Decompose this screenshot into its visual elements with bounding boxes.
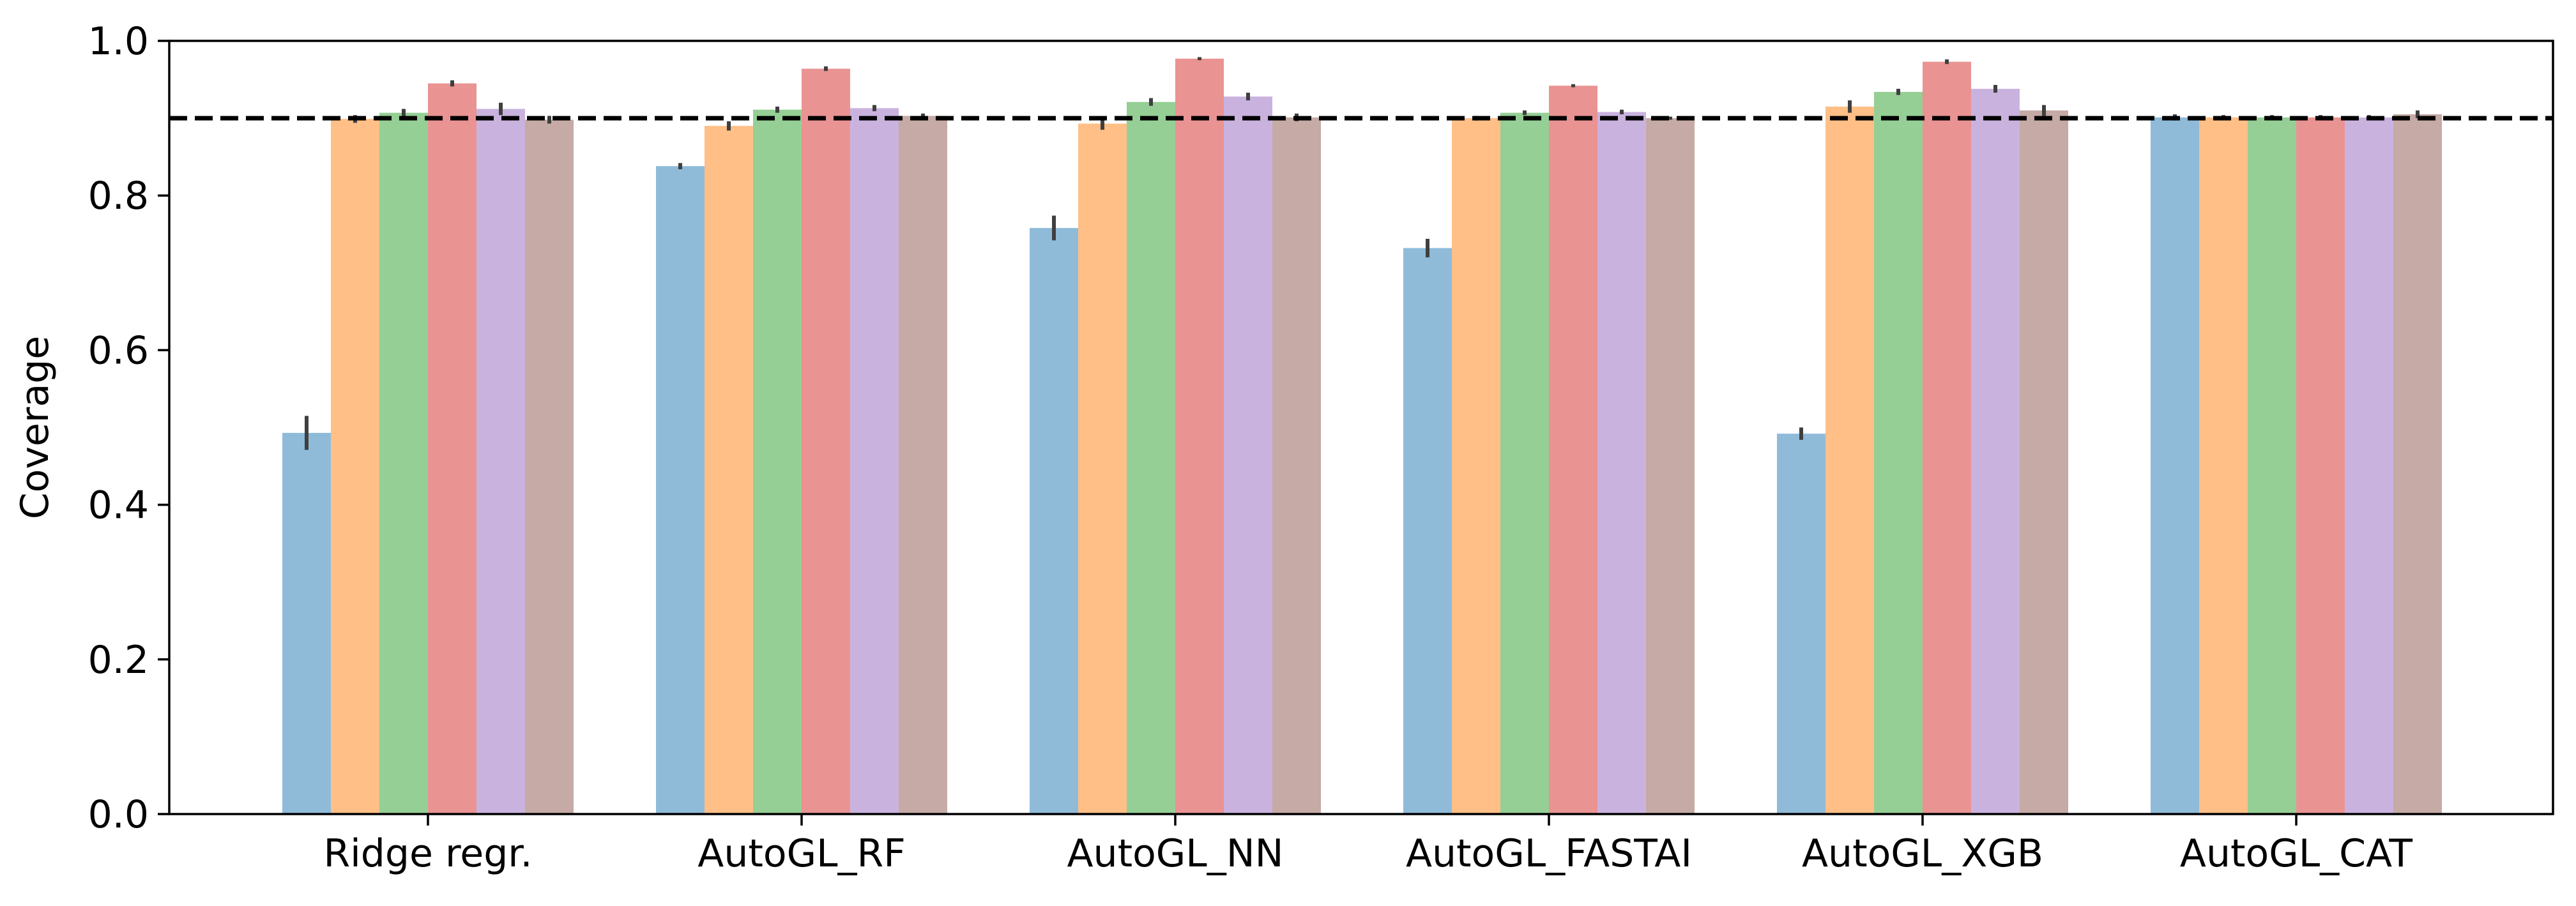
bar-5-autogl-nn (1224, 96, 1272, 814)
y-axis-title: Coverage (13, 336, 57, 519)
x-tick-label: AutoGL_NN (1067, 831, 1284, 876)
y-tick-label: 0.2 (88, 638, 149, 683)
bar-1-autogl-nn (1030, 228, 1078, 814)
bar-4-autogl-nn (1175, 58, 1224, 814)
bar-2-autogl-cat (2199, 117, 2248, 814)
bar-3-autogl-fastai (1500, 112, 1549, 814)
x-tick-label: Ridge regr. (323, 831, 532, 876)
y-axis: 0.0 0.2 0.4 0.6 0.8 1.0 (88, 19, 169, 837)
bar-2-autogl-rf (705, 126, 753, 815)
bar-4-autogl-fastai (1549, 86, 1597, 814)
bar-5-autogl-xgb (1971, 89, 2020, 814)
x-tick-label: AutoGL_FASTAI (1406, 831, 1692, 876)
bar-4-ridge-regr- (428, 83, 476, 815)
bar-1-autogl-cat (2151, 117, 2199, 814)
y-tick-label: 0.4 (88, 483, 149, 528)
bar-6-ridge-regr- (525, 119, 574, 815)
bar-1-autogl-fastai (1403, 248, 1452, 815)
bar-2-autogl-nn (1078, 123, 1127, 814)
bar-5-autogl-rf (850, 108, 899, 815)
bar-2-autogl-xgb (1825, 106, 1874, 814)
bar-1-ridge-regr- (282, 432, 331, 814)
bar-6-autogl-nn (1272, 117, 1321, 814)
bar-6-autogl-fastai (1646, 118, 1695, 815)
x-tick-label: AutoGL_CAT (2180, 831, 2413, 876)
bar-4-autogl-xgb (1923, 61, 1971, 814)
bar-3-autogl-xgb (1874, 91, 1923, 814)
bar-6-autogl-xgb (2020, 110, 2068, 815)
bar-5-ridge-regr- (476, 109, 525, 814)
y-tick-label: 0.8 (88, 174, 149, 218)
bar-4-autogl-rf (802, 68, 850, 815)
x-tick-label: AutoGL_XGB (1802, 831, 2043, 876)
bar-6-autogl-cat (2393, 114, 2442, 814)
bar-1-autogl-rf (656, 166, 705, 814)
x-axis: Ridge regr. AutoGL_RF AutoGL_NN AutoGL_FAST… (323, 814, 2412, 876)
bar-3-autogl-nn (1127, 102, 1175, 815)
bar-4-autogl-cat (2296, 117, 2345, 814)
bar-6-autogl-rf (899, 116, 947, 814)
bar-2-autogl-fastai (1452, 118, 1500, 815)
bar-3-ridge-regr- (379, 112, 428, 814)
bar-1-autogl-xgb (1777, 434, 1825, 814)
bar-3-autogl-cat (2248, 117, 2296, 814)
bars-layer (282, 58, 2442, 815)
y-tick-label: 1.0 (88, 19, 149, 64)
bar-5-autogl-fastai (1597, 112, 1646, 815)
bar-5-autogl-cat (2345, 117, 2393, 814)
plot-frame (168, 40, 2554, 815)
x-tick-label: AutoGL_RF (697, 831, 905, 876)
bar-3-autogl-rf (753, 109, 802, 814)
y-tick-label: 0.0 (88, 792, 149, 837)
bar-2-ridge-regr- (331, 119, 379, 814)
y-tick-label: 0.6 (88, 328, 149, 373)
